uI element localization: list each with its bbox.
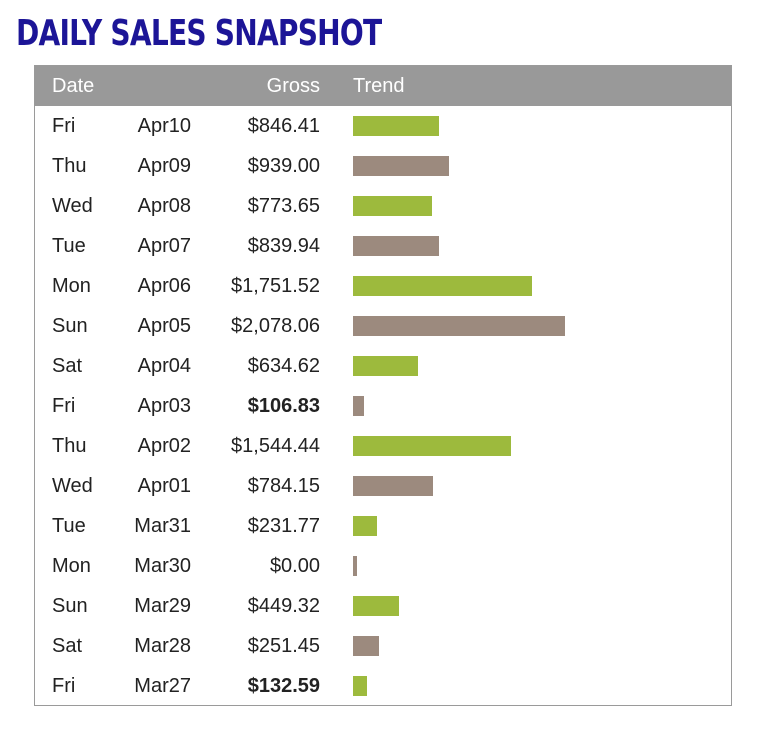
trend-bar: [353, 676, 367, 696]
row-gross: $1,751.52: [231, 275, 320, 297]
table-row[interactable]: Thu Apr09 $939.00: [35, 146, 731, 186]
row-day: Sat: [52, 635, 83, 657]
table-row[interactable]: Tue Mar31 $231.77: [35, 506, 731, 546]
row-day: Sun: [52, 595, 88, 617]
row-date: Apr06: [137, 275, 191, 297]
row-date: Apr03: [137, 395, 191, 417]
row-gross: $0.00: [269, 555, 320, 577]
trend-bar: [353, 556, 357, 576]
row-date: Mar30: [134, 555, 191, 577]
table-row[interactable]: Tue Apr07 $839.94: [35, 226, 731, 266]
row-gross: $231.77: [247, 515, 320, 537]
trend-bar: [353, 156, 449, 176]
table-row[interactable]: Mon Apr06 $1,751.52: [35, 266, 731, 306]
row-gross: $2,078.06: [231, 315, 320, 337]
trend-bar: [353, 276, 532, 296]
table-row[interactable]: Fri Mar27 $132.59: [35, 666, 731, 706]
trend-bar: [353, 596, 399, 616]
trend-bar: [353, 396, 364, 416]
table-row[interactable]: Sat Apr04 $634.62: [35, 346, 731, 386]
table-row[interactable]: Sun Mar29 $449.32: [35, 586, 731, 626]
row-day: Mon: [52, 275, 91, 297]
row-day: Mon: [52, 555, 91, 577]
table-row[interactable]: Mon Mar30 $0.00: [35, 546, 731, 586]
row-date: Apr04: [137, 355, 191, 377]
row-day: Fri: [52, 395, 76, 417]
row-day: Sat: [52, 355, 83, 377]
row-gross: $939.00: [247, 155, 320, 177]
row-day: Tue: [52, 515, 86, 537]
row-day: Fri: [52, 115, 76, 137]
row-gross: $132.59: [247, 675, 320, 697]
row-day: Tue: [52, 235, 86, 257]
row-gross: $1,544.44: [231, 435, 320, 457]
header-trend[interactable]: Trend: [353, 75, 405, 97]
row-date: Apr08: [137, 195, 191, 217]
table-row[interactable]: Thu Apr02 $1,544.44: [35, 426, 731, 466]
table-row[interactable]: Fri Apr10 $846.41: [35, 106, 731, 146]
row-gross: $839.94: [247, 235, 320, 257]
page-title: DAILY SALES SNAPSHOT: [16, 13, 382, 54]
row-gross: $846.41: [247, 115, 320, 137]
table-body: Fri Apr10 $846.41 Thu Apr09 $939.00 Wed Apr08 $7…: [35, 106, 731, 706]
row-date: Mar27: [134, 675, 191, 697]
row-date: Apr05: [137, 315, 191, 337]
header-date[interactable]: Date: [52, 75, 95, 97]
row-date: Mar31: [134, 515, 191, 537]
header-gross[interactable]: Gross: [266, 75, 320, 97]
row-date: Apr02: [137, 435, 191, 457]
trend-bar: [353, 436, 511, 456]
row-day: Wed: [52, 475, 93, 497]
table-row[interactable]: Fri Apr03 $106.83: [35, 386, 731, 426]
row-gross: $784.15: [247, 475, 320, 497]
table-header: Date Gross Trend: [35, 66, 731, 106]
trend-bar: [353, 116, 439, 136]
row-day: Thu: [52, 435, 87, 457]
row-date: Apr07: [137, 235, 191, 257]
row-date: Mar29: [134, 595, 191, 617]
row-date: Apr09: [137, 155, 191, 177]
trend-bar: [353, 476, 433, 496]
trend-bar: [353, 236, 439, 256]
trend-bar: [353, 196, 432, 216]
row-gross: $634.62: [247, 355, 320, 377]
trend-bar: [353, 356, 418, 376]
row-gross: $773.65: [247, 195, 320, 217]
table-row[interactable]: Wed Apr08 $773.65: [35, 186, 731, 226]
trend-bar: [353, 516, 377, 536]
row-day: Sun: [52, 315, 88, 337]
row-gross: $251.45: [247, 635, 320, 657]
table-row[interactable]: Sat Mar28 $251.45: [35, 626, 731, 666]
row-date: Mar28: [134, 635, 191, 657]
trend-bar: [353, 636, 379, 656]
row-date: Apr10: [137, 115, 191, 137]
trend-bar: [353, 316, 565, 336]
row-day: Thu: [52, 155, 87, 177]
table-row[interactable]: Sun Apr05 $2,078.06: [35, 306, 731, 346]
table-row[interactable]: Wed Apr01 $784.15: [35, 466, 731, 506]
sales-table: Date Gross Trend Fri Apr10 $846.41 Thu Apr09…: [34, 65, 732, 706]
row-day: Fri: [52, 675, 76, 697]
row-date: Apr01: [137, 475, 191, 497]
row-gross: $106.83: [247, 395, 320, 417]
row-gross: $449.32: [247, 595, 320, 617]
row-day: Wed: [52, 195, 93, 217]
